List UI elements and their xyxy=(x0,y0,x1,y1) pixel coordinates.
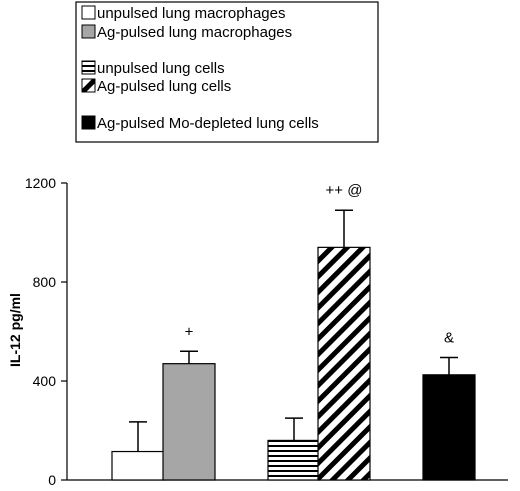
legend-label: unpulsed lung macrophages xyxy=(97,5,285,22)
y-ticks: 0 400 800 1200 xyxy=(25,175,67,488)
legend-swatch xyxy=(81,24,96,39)
y-tick-label: 400 xyxy=(33,373,57,389)
y-tick-label: 800 xyxy=(33,274,57,290)
bar xyxy=(267,439,321,481)
bar-annotation: + xyxy=(185,323,194,340)
legend-label: unpulsed lung cells xyxy=(97,60,225,77)
legend-label: Ag-pulsed lung cells xyxy=(97,78,231,95)
bar xyxy=(111,450,165,481)
legend-swatch xyxy=(81,60,96,75)
bar-annotation: & xyxy=(444,329,454,346)
bar xyxy=(422,374,476,481)
y-tick-label: 0 xyxy=(48,472,56,488)
bar-annotation: ++ @ xyxy=(326,182,363,199)
legend-swatch xyxy=(81,5,96,20)
legend-label: Ag-pulsed Mo-depleted lung cells xyxy=(97,115,319,132)
bar xyxy=(162,363,216,481)
legend-swatch xyxy=(81,115,96,130)
y-axis-label: IL-12 pg/ml xyxy=(7,293,23,367)
y-tick-label: 1200 xyxy=(25,175,56,191)
bars: + ++ @ & xyxy=(111,182,476,481)
legend-swatch xyxy=(81,78,96,93)
legend-box xyxy=(75,1,379,143)
bar xyxy=(317,246,371,481)
legend-label: Ag-pulsed lung macrophages xyxy=(97,24,292,41)
legend: unpulsed lung macrophages Ag-pulsed lung … xyxy=(81,5,319,132)
